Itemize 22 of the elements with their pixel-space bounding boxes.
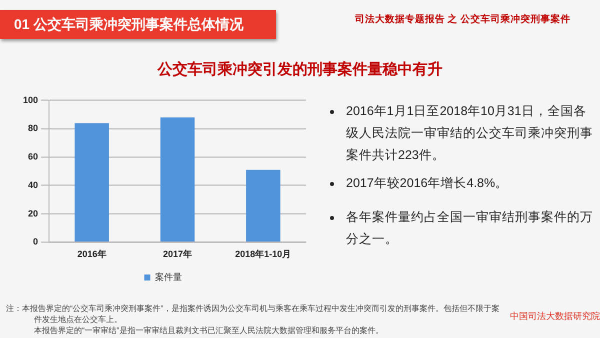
y-tick-label: 100 — [22, 94, 38, 105]
y-tick-label: 80 — [28, 123, 38, 134]
y-tick-label: 60 — [28, 152, 38, 162]
text: 中国司法大数据研究院 — [510, 310, 600, 323]
text: 2016年1月1日至2018年10月31日，全国各级人民法院一审审结的公交车司乘冲突刑事案件共计223件。 — [346, 104, 593, 162]
chart-title: 公交车司乘冲突引发的刑事案件量稳中有升 — [156, 60, 444, 79]
y-tick-label: 40 — [28, 180, 38, 190]
bar — [160, 117, 195, 242]
y-tick-label: 0 — [33, 236, 38, 247]
bar — [246, 170, 280, 242]
text: 01 公交车司乘冲突刑事案件总体情况 — [0, 10, 276, 39]
x-tick-label: 2017年 — [162, 249, 192, 260]
text: 司法大数据专题报告 之 公交车司乘冲突刑事案件 — [355, 13, 572, 26]
x-tick-label: 2016年 — [77, 249, 106, 260]
text: 各年案件量约占全国一审审结刑事案件的万分之一。 — [346, 210, 593, 246]
text: 本报告界定的“一审审结”是指一审审结且裁判文书已汇聚至人民法院大数据管理和服务平台的案件。 — [34, 325, 384, 336]
text: 2017年较2016年增长4.8%。 — [346, 176, 508, 190]
text: 注：本报告界定的“公交车司乘冲突刑事案件”，是指案件诱因为公交车司机与乘客在乘车过程中发生冲突而引发的刑事案件。包括但不限于案件发生地点在公交车上。 — [6, 303, 500, 325]
y-tick-label: 20 — [28, 208, 38, 218]
legend-label: 案件量 — [154, 272, 182, 282]
x-tick-label: 2018年1-10月 — [235, 249, 292, 260]
bar — [74, 123, 109, 242]
